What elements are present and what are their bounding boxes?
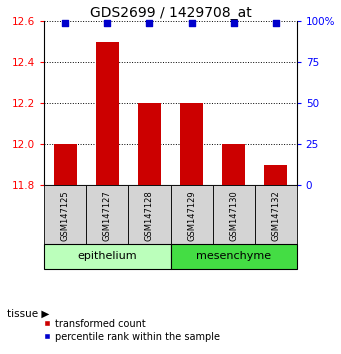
Text: GSM147132: GSM147132: [271, 190, 280, 241]
Text: epithelium: epithelium: [78, 251, 137, 261]
Bar: [54, 144, 77, 185]
Bar: [44, 185, 86, 244]
Bar: [212, 185, 255, 244]
Bar: [170, 244, 297, 269]
Bar: [222, 144, 245, 185]
Bar: [129, 185, 170, 244]
Text: GSM147129: GSM147129: [187, 190, 196, 240]
Bar: [96, 42, 119, 185]
Point: [147, 20, 152, 26]
Text: tissue ▶: tissue ▶: [7, 308, 49, 318]
Bar: [180, 103, 203, 185]
Text: GSM147127: GSM147127: [103, 190, 112, 241]
Bar: [255, 185, 297, 244]
Title: GDS2699 / 1429708_at: GDS2699 / 1429708_at: [90, 6, 251, 20]
Text: GSM147125: GSM147125: [61, 190, 70, 240]
Legend: transformed count, percentile rank within the sample: transformed count, percentile rank withi…: [39, 315, 223, 346]
Point: [105, 20, 110, 26]
Text: mesenchyme: mesenchyme: [196, 251, 271, 261]
Point: [189, 20, 194, 26]
Text: GSM147130: GSM147130: [229, 190, 238, 241]
Bar: [138, 103, 161, 185]
Bar: [44, 244, 170, 269]
Point: [63, 20, 68, 26]
Point: [273, 20, 278, 26]
Text: GSM147128: GSM147128: [145, 190, 154, 241]
Point: [231, 20, 236, 26]
Bar: [86, 185, 129, 244]
Bar: [170, 185, 212, 244]
Bar: [264, 165, 287, 185]
